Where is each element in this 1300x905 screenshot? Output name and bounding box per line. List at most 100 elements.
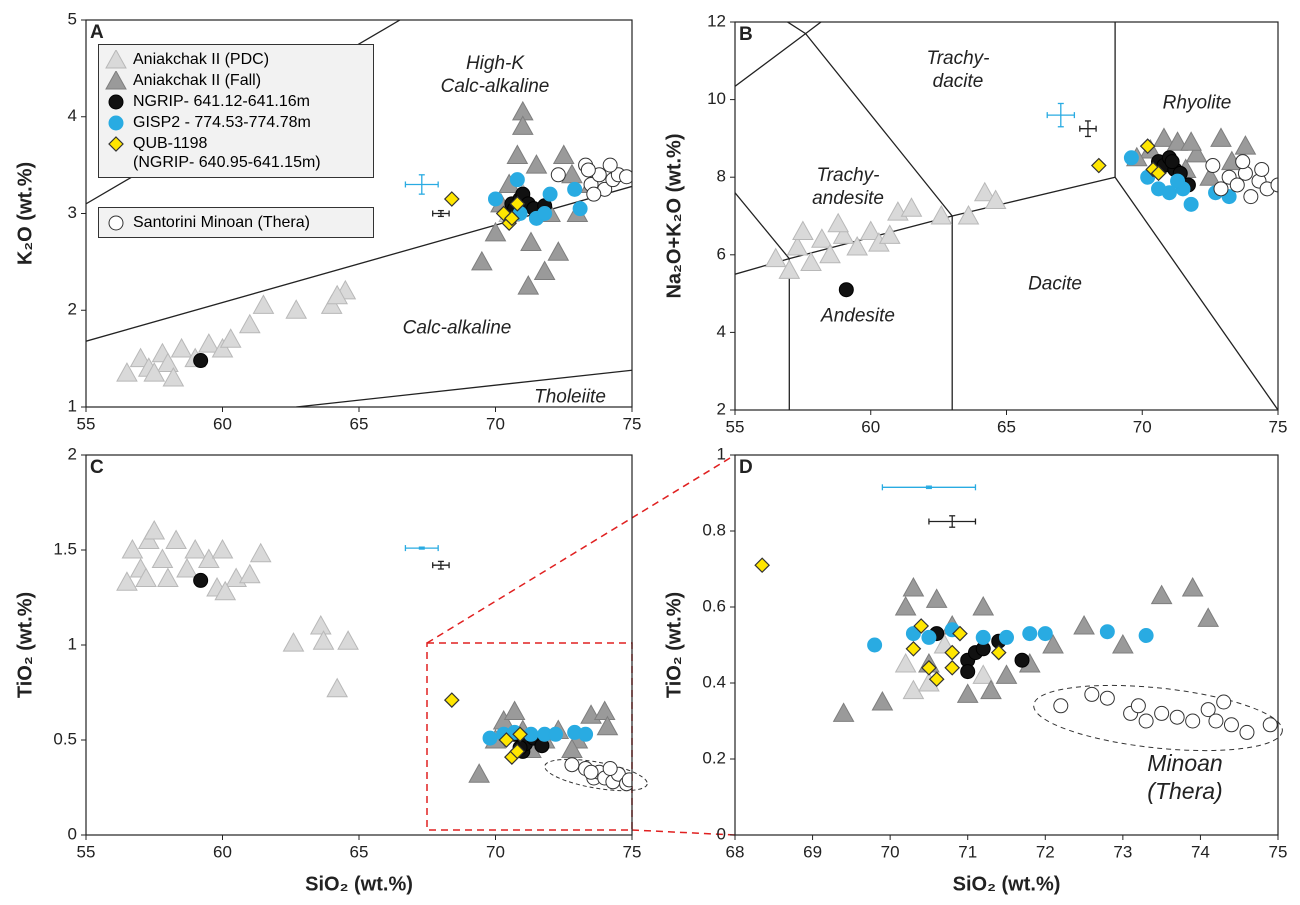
plot-frame [734, 21, 1279, 411]
diamond-marker [921, 659, 937, 676]
triangle-marker [832, 224, 855, 244]
triangle-marker [547, 241, 570, 261]
region-label: Trachy- andesite [812, 165, 884, 209]
triangle-marker [525, 154, 548, 174]
triangle-marker [151, 548, 174, 568]
circle-marker [580, 162, 596, 178]
circle-marker [999, 629, 1014, 645]
triangle-marker [309, 614, 332, 635]
circle-marker [1164, 154, 1180, 170]
x-tick-label: 55 [77, 414, 96, 433]
x-tick-label: 70 [486, 842, 505, 861]
triangle-marker [984, 189, 1007, 209]
circle-marker [838, 282, 854, 298]
boundary-line [786, 22, 823, 35]
triangle-marker [995, 664, 1018, 684]
circle-marker [960, 664, 976, 680]
circle-marker [193, 572, 209, 588]
triangle-marker [1180, 131, 1202, 151]
legend-entry: Santorini Minoan (Thera) [105, 213, 367, 232]
plot-area [86, 20, 632, 407]
diamond-marker [754, 557, 770, 574]
circle-marker [578, 726, 594, 742]
triangle-marker [900, 197, 923, 217]
triangle-marker [116, 362, 138, 382]
circle-marker [1235, 154, 1251, 170]
y-tick-label: 1 [68, 634, 77, 653]
diamond-marker [1139, 138, 1156, 155]
x-tick-label: 60 [213, 414, 232, 433]
legend-label: Aniakchak II (PDC) [133, 51, 270, 68]
triangle-marker [1181, 576, 1204, 597]
circle-marker [905, 626, 921, 642]
region-label: Rhyolite [1162, 92, 1232, 114]
circle-marker [564, 757, 580, 773]
triangle-marker [282, 632, 305, 652]
circle-marker [548, 726, 564, 742]
triangle-marker [157, 567, 179, 587]
circle-marker [619, 169, 632, 185]
x-tick-label: 72 [1036, 842, 1055, 861]
plot-frame [85, 454, 633, 836]
legend-entry: QUB-1198 (NGRIP- 640.95-641.15m) [105, 134, 367, 172]
x-tick-label: 65 [997, 417, 1016, 436]
triangle-marker [252, 294, 275, 314]
panel-label: A [90, 22, 104, 43]
circle-marker [1229, 177, 1245, 193]
diamond-marker [108, 136, 124, 152]
legend-label: Aniakchak II (Fall) [133, 72, 262, 89]
legend-label: NGRIP- 641.12-641.16m [133, 93, 310, 110]
y-tick-label: 4 [717, 322, 726, 341]
x-tick-label: 60 [861, 417, 880, 436]
plot-frame [734, 454, 1279, 836]
legend-entry: Aniakchak II (PDC) [105, 50, 367, 69]
triangle-marker [503, 700, 526, 720]
y-tick-label: 0.8 [702, 520, 726, 539]
circle-marker [567, 181, 583, 197]
circle-marker [621, 772, 632, 788]
y-tick-label: 12 [707, 11, 726, 30]
region-label: Andesite [821, 305, 895, 327]
triangle-marker [778, 259, 801, 279]
plot-area [735, 22, 1278, 410]
triangle-marker [285, 299, 308, 319]
circle-marker [542, 186, 558, 202]
x-tick-label: 69 [803, 842, 822, 861]
circle-marker [1154, 705, 1170, 721]
circle-marker [1170, 173, 1186, 189]
triangle-marker [506, 144, 529, 164]
triangle-marker [1112, 633, 1134, 654]
y-tick-label: 6 [717, 244, 726, 263]
triangle-marker [157, 352, 179, 372]
region-label: Trachy- dacite [926, 48, 990, 92]
legend-icon [108, 115, 124, 131]
region-label: Minoan (Thera) [1147, 750, 1223, 804]
legend-entry: Aniakchak II (Fall) [105, 71, 367, 90]
boundary-line [296, 369, 632, 407]
diamond-marker [443, 692, 460, 708]
triangle-marker [533, 260, 556, 281]
diamond-marker [944, 644, 961, 661]
triangle-marker [593, 700, 616, 720]
circle-marker [1205, 158, 1221, 174]
y-axis-title: Na₂O+K₂O (wt.%) [663, 133, 685, 298]
diamond-marker [1090, 157, 1107, 174]
circle-marker [1130, 698, 1146, 714]
circle-marker [1022, 626, 1038, 642]
triangle-marker [468, 763, 490, 783]
circle-marker [509, 172, 525, 188]
triangle-marker [786, 236, 809, 256]
circle-marker [1200, 702, 1216, 718]
triangle-marker [859, 220, 882, 241]
triangle-marker [878, 224, 901, 244]
diamond-marker [498, 732, 515, 748]
panel-label: D [739, 457, 753, 478]
x-tick-label: 71 [958, 842, 977, 861]
triangle-marker [337, 630, 359, 650]
region-label: Tholeiite [534, 386, 606, 408]
y-tick-label: 2 [717, 399, 726, 418]
boundary-line [735, 191, 790, 260]
legend: Aniakchak II (PDC) Aniakchak II (Fall) NGR… [98, 44, 374, 178]
y-tick-label: 1 [717, 444, 726, 463]
triangle-marker [1042, 633, 1064, 654]
